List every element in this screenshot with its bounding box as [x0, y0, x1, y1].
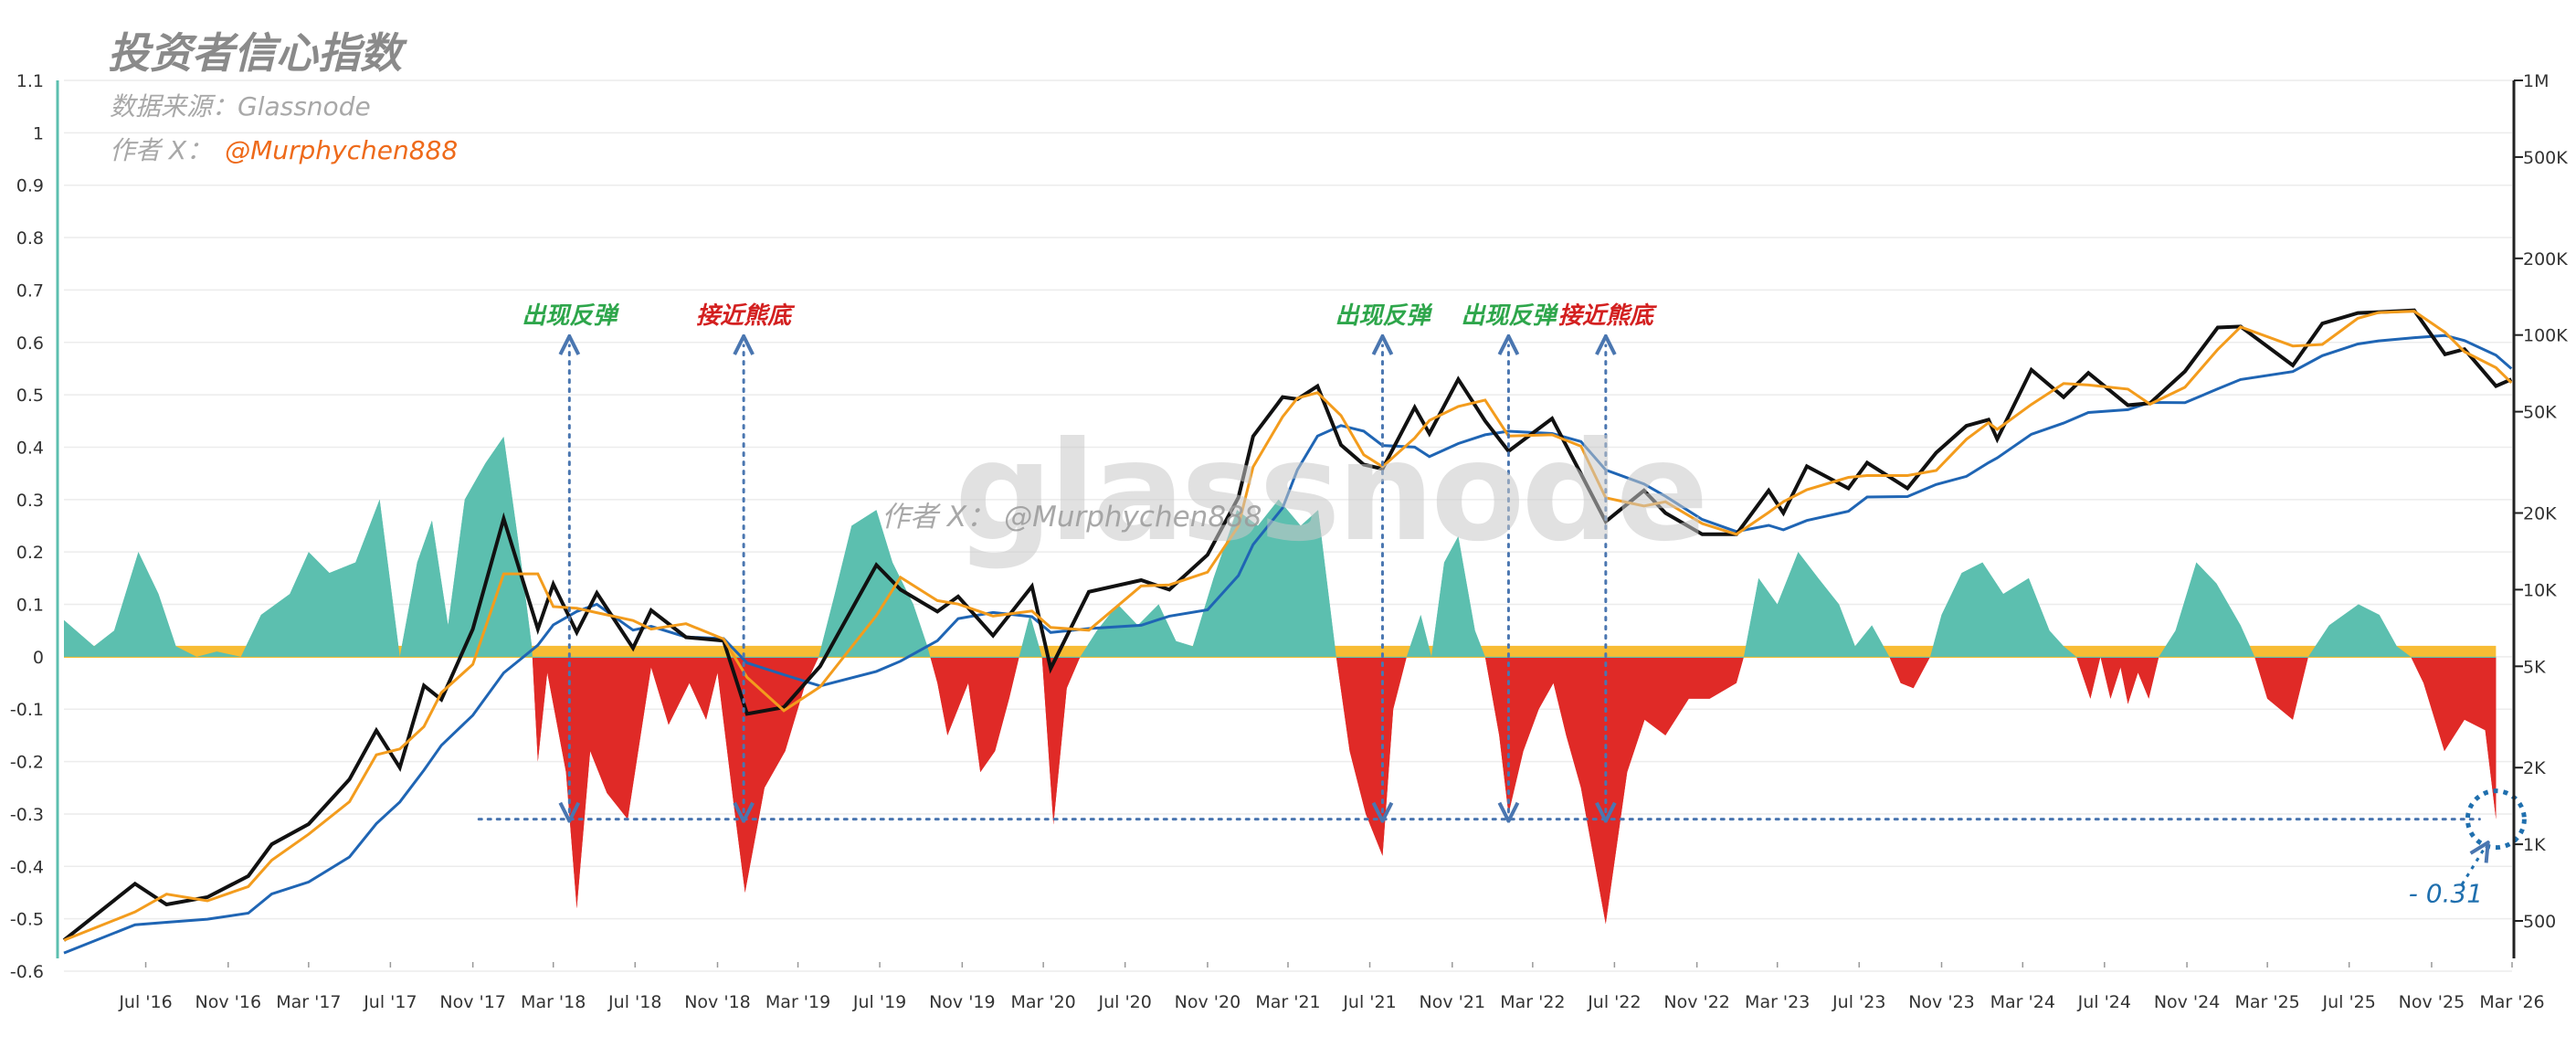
x-tick-label: Nov '20: [1175, 992, 1241, 1012]
x-tick-label: Jul '16: [118, 992, 172, 1012]
right-tick-label: 5K: [2523, 657, 2546, 677]
x-tick-label: Mar '17: [276, 992, 341, 1012]
gridlines: [64, 79, 2512, 972]
y-tick-label: 1.1: [16, 71, 44, 91]
y-tick-label: -0.5: [10, 910, 44, 930]
x-tick-label: Jul '18: [607, 992, 661, 1012]
x-tick-label: Mar '26: [2479, 992, 2544, 1012]
x-tick-label: Nov '17: [439, 992, 506, 1012]
y-tick-label: 1: [33, 123, 44, 143]
x-tick-label: Mar '23: [1745, 992, 1810, 1012]
x-tick-label: Nov '19: [929, 992, 996, 1012]
right-tick-label: 100K: [2523, 326, 2568, 346]
annotation-label: 出现反弹: [1335, 302, 1432, 330]
x-tick-label: Jul '20: [1097, 992, 1151, 1012]
x-tick-label: Nov '16: [195, 992, 262, 1012]
x-tick-label: Jul '24: [2077, 992, 2131, 1012]
y-tick-label: 0.8: [16, 228, 44, 249]
author-line: 作者 X： @Murphychen888: [110, 131, 458, 167]
y-tick-label: 0.9: [16, 176, 44, 196]
annotations: 出现反弹 接近熊底 出现反弹 出现反弹 接近熊底- 0.31: [477, 302, 2527, 909]
y-tick-label: -0.1: [10, 700, 44, 720]
y-tick-label: 0.5: [16, 386, 44, 406]
data-source-label: 数据来源：Glassnode: [110, 91, 371, 122]
author-label: 作者 X：: [110, 135, 213, 165]
right-tick-label: 500: [2523, 912, 2556, 932]
watermark-author-label: 作者 X：: [882, 501, 996, 534]
watermark-brand: glassnode: [955, 413, 1709, 572]
y-tick-label: -0.4: [10, 857, 44, 877]
watermark-author: 作者 X： @Murphychen888: [882, 493, 1262, 534]
x-tick-label: Mar '25: [2234, 992, 2299, 1012]
x-tick-label: Jul '25: [2321, 992, 2375, 1012]
y-tick-label: -0.2: [10, 753, 44, 773]
x-tick-label: Nov '23: [1908, 992, 1975, 1012]
y-tick-label: -0.3: [10, 805, 44, 825]
x-tick-label: Mar '19: [765, 992, 830, 1012]
y-tick-label: 0.1: [16, 596, 44, 616]
x-tick-label: Nov '22: [1663, 992, 1730, 1012]
current-value-circle: [2465, 788, 2527, 851]
right-tick-label: 1K: [2523, 835, 2546, 855]
price-line: [62, 308, 2513, 942]
annotation-label: 接近熊底: [696, 302, 796, 330]
annotation-label: 出现反弹: [1461, 302, 1558, 330]
x-tick-label: Nov '25: [2399, 992, 2465, 1012]
price-lines: [62, 308, 2513, 955]
chart-title: 投资者信心指数: [108, 28, 402, 78]
y-tick-label: 0.2: [16, 543, 44, 563]
x-tick-label: Jul '19: [852, 992, 906, 1012]
x-tick-label: Mar '24: [1990, 992, 2055, 1012]
x-tick-label: Jul '21: [1342, 992, 1396, 1012]
right-tick-label: 500K: [2523, 148, 2568, 168]
right-tick-label: 200K: [2523, 249, 2568, 270]
y-tick-label: 0.3: [16, 491, 44, 511]
x-tick-label: Mar '18: [521, 992, 586, 1012]
short-ma-line: [63, 310, 2513, 942]
axes: -0.6 -0.5 -0.4 -0.3 -0.2 -0.1 0 0.1 0.2 0.3 0.4 0.5…: [10, 71, 2568, 1012]
x-tick-label: Jul '23: [1832, 992, 1885, 1012]
long-ma-line: [63, 333, 2513, 955]
right-tick-label: 20K: [2523, 504, 2557, 524]
x-tick-label: Mar '21: [1255, 992, 1320, 1012]
x-tick-label: Mar '20: [1010, 992, 1075, 1012]
right-tick-label: 2K: [2523, 758, 2546, 778]
current-value-pointer: [2458, 851, 2483, 890]
x-tick-label: Mar '22: [1500, 992, 1565, 1012]
x-tick-label: Nov '21: [1420, 992, 1486, 1012]
y-tick-label: 0.7: [16, 280, 44, 301]
annotation-label: 出现反弹: [522, 302, 619, 330]
index-area-positive-top: [64, 437, 2497, 658]
y-tick-label: 0.4: [16, 438, 44, 458]
author-handle: @Murphychen888: [225, 135, 459, 165]
right-tick-label: 50K: [2523, 403, 2557, 423]
x-tick-label: Nov '18: [684, 992, 751, 1012]
x-tick-label: Jul '22: [1587, 992, 1641, 1012]
x-tick-label: Nov '24: [2154, 992, 2221, 1012]
y-tick-label: 0: [33, 648, 44, 668]
right-tick-label: 10K: [2523, 580, 2557, 600]
current-value-label: - 0.31: [2409, 879, 2483, 909]
x-tick-label: Jul '17: [363, 992, 417, 1012]
y-tick-label: 0.6: [16, 333, 44, 354]
watermark-author-handle: @Murphychen888: [1004, 501, 1262, 534]
annotation-label: 接近熊底: [1558, 302, 1658, 330]
y-tick-label: -0.6: [10, 962, 44, 982]
right-tick-label: 1M: [2523, 71, 2549, 91]
